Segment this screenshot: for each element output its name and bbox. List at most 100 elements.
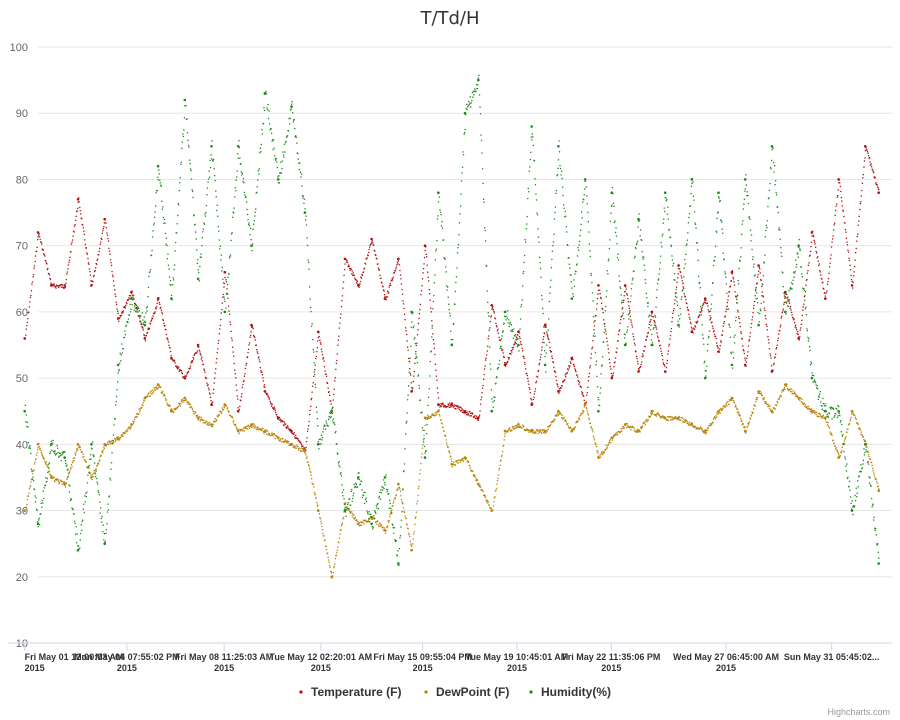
series-humidity-dot	[676, 301, 678, 303]
series-dewpoint-dot	[102, 449, 104, 451]
series-humidity-dot	[527, 197, 529, 200]
series-humidity-dot	[30, 468, 33, 470]
series-dewpoint-dot	[403, 510, 405, 513]
series-humidity-dot	[27, 442, 29, 444]
series-humidity-dot	[143, 321, 145, 324]
x-tick-label: Fri May 08 11:25:03 AM	[175, 652, 273, 662]
series-dewpoint-dot	[84, 459, 86, 461]
series-humidity-dot	[398, 548, 401, 550]
series-temperature-dot	[215, 362, 217, 364]
series-dewpoint-dot	[834, 445, 836, 447]
series-temperature-dot	[439, 406, 441, 408]
series-humidity-dot	[751, 258, 754, 260]
series-temperature-dot	[857, 233, 859, 235]
series-temperature-dot	[364, 263, 367, 265]
series-dewpoint-dot	[877, 485, 879, 487]
series-temperature-dot	[352, 274, 354, 276]
series-humidity-dot	[190, 178, 193, 180]
series-temperature-dot	[738, 316, 740, 318]
series-temperature-dot	[151, 317, 153, 319]
series-dewpoint-dot	[274, 433, 276, 436]
series-temperature-dot	[333, 388, 335, 390]
series-dewpoint-dot	[71, 466, 73, 468]
series-humidity-dot	[257, 179, 259, 181]
series-dewpoint-dot	[606, 448, 608, 450]
series-dewpoint-dot	[60, 479, 62, 481]
series-humidity-dot	[334, 423, 336, 426]
series-humidity-dot	[758, 321, 760, 323]
series-temperature-dot	[431, 320, 433, 322]
series-dewpoint-dot	[319, 517, 321, 519]
series-humidity-dot	[433, 294, 435, 297]
series-dewpoint-dot	[300, 450, 302, 452]
series-dewpoint-dot	[781, 391, 783, 393]
series-dewpoint-dot	[606, 446, 608, 448]
series-humidity-dot	[560, 174, 562, 176]
series-temperature-dot	[226, 288, 228, 290]
series-temperature-dot	[216, 351, 218, 354]
series-dewpoint-dot	[333, 567, 335, 569]
series-temperature-dot	[99, 243, 101, 245]
series-humidity-dot	[131, 304, 133, 306]
series-dewpoint-dot	[840, 451, 842, 453]
series-dewpoint-dot	[850, 413, 853, 415]
series-temperature-dot	[480, 396, 483, 398]
series-temperature-dot	[631, 326, 634, 328]
series-dewpoint-dot	[92, 476, 94, 478]
series-temperature-dot	[486, 354, 488, 356]
series-dewpoint-dot	[342, 518, 344, 520]
series-temperature-dot	[591, 346, 594, 348]
series-humidity-dot	[129, 311, 132, 313]
data-point-dewpoint	[637, 429, 640, 433]
series-dewpoint-dot	[689, 424, 692, 427]
series-temperature-dot	[872, 169, 874, 171]
series-dewpoint-dot	[75, 451, 77, 453]
series-humidity-dot	[586, 203, 588, 205]
series-temperature-dot	[415, 350, 417, 353]
series-temperature-dot	[83, 233, 85, 235]
series-dewpoint-dot	[93, 470, 96, 472]
series-temperature-dot	[874, 176, 876, 178]
series-dewpoint-dot	[549, 425, 551, 427]
series-temperature-dot	[309, 409, 311, 411]
series-temperature-dot	[763, 301, 765, 303]
series-humidity-dot	[475, 84, 478, 86]
series-temperature-dot	[497, 328, 499, 330]
series-dewpoint-dot	[779, 396, 781, 398]
series-dewpoint-dot	[457, 462, 460, 464]
series-temperature-dot	[826, 290, 828, 292]
series-dewpoint-dot	[115, 439, 117, 441]
series-temperature-dot	[205, 377, 208, 380]
series-humidity-dot	[151, 249, 153, 252]
series-humidity-dot	[422, 429, 424, 431]
series-temperature-dot	[760, 279, 762, 281]
series-dewpoint-dot	[150, 390, 152, 392]
series-dewpoint-dot	[380, 524, 383, 526]
series-humidity-dot	[679, 307, 681, 310]
series-humidity-dot	[337, 462, 339, 464]
series-dewpoint-dot	[592, 435, 595, 437]
series-dewpoint-dot	[213, 421, 215, 423]
series-temperature-dot	[709, 315, 711, 317]
series-humidity-dot	[716, 231, 718, 233]
series-temperature-dot	[432, 339, 434, 341]
series-humidity-dot	[496, 368, 499, 370]
series-temperature-dot	[147, 327, 150, 329]
series-humidity-dot	[630, 295, 632, 297]
series-temperature-dot	[521, 347, 523, 349]
series-humidity-dot	[224, 300, 226, 303]
series-temperature-dot	[791, 314, 793, 316]
series-dewpoint-dot	[748, 421, 751, 423]
series-humidity-dot	[553, 218, 556, 220]
series-temperature-dot	[261, 374, 264, 376]
series-temperature-dot	[90, 280, 93, 282]
series-dewpoint-dot	[336, 551, 338, 554]
series-humidity-dot	[456, 252, 459, 254]
series-temperature-dot	[555, 375, 557, 378]
series-humidity-dot	[240, 171, 242, 173]
series-humidity-dot	[555, 192, 557, 194]
series-humidity-dot	[512, 330, 514, 333]
series-dewpoint-dot	[752, 411, 754, 414]
series-temperature-dot	[527, 377, 529, 380]
series-dewpoint-dot	[714, 417, 717, 420]
